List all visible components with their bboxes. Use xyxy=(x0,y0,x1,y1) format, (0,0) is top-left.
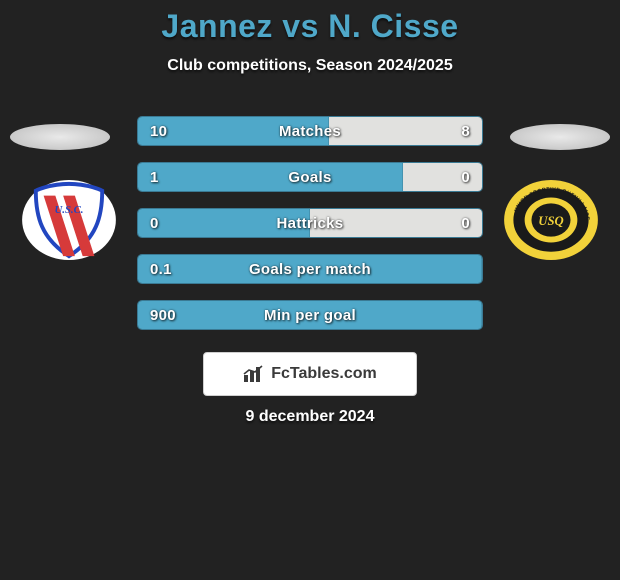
stat-label: Goals xyxy=(138,163,482,191)
page-title: Jannez vs N. Cisse xyxy=(0,0,620,45)
stat-row: 0Hattricks0 xyxy=(137,208,483,238)
stats-area: 10Matches81Goals00Hattricks00.1Goals per… xyxy=(0,116,620,346)
stat-value-right: 0 xyxy=(461,163,470,191)
bar-chart-icon xyxy=(243,365,265,383)
date-label: 9 december 2024 xyxy=(0,408,620,426)
stat-row: 900Min per goal xyxy=(137,300,483,330)
stat-value-right: 0 xyxy=(461,209,470,237)
stat-row: 10Matches8 xyxy=(137,116,483,146)
brand-label: FcTables.com xyxy=(271,365,377,383)
stat-row: 1Goals0 xyxy=(137,162,483,192)
stat-label: Hattricks xyxy=(138,209,482,237)
brand-box[interactable]: FcTables.com xyxy=(203,352,417,396)
comparison-card: Jannez vs N. Cisse Club competitions, Se… xyxy=(0,0,620,580)
stat-label: Min per goal xyxy=(138,301,482,329)
page-subtitle: Club competitions, Season 2024/2025 xyxy=(0,57,620,75)
stat-label: Goals per match xyxy=(138,255,482,283)
stat-label: Matches xyxy=(138,117,482,145)
stat-row: 0.1Goals per match xyxy=(137,254,483,284)
stat-value-right: 8 xyxy=(461,117,470,145)
